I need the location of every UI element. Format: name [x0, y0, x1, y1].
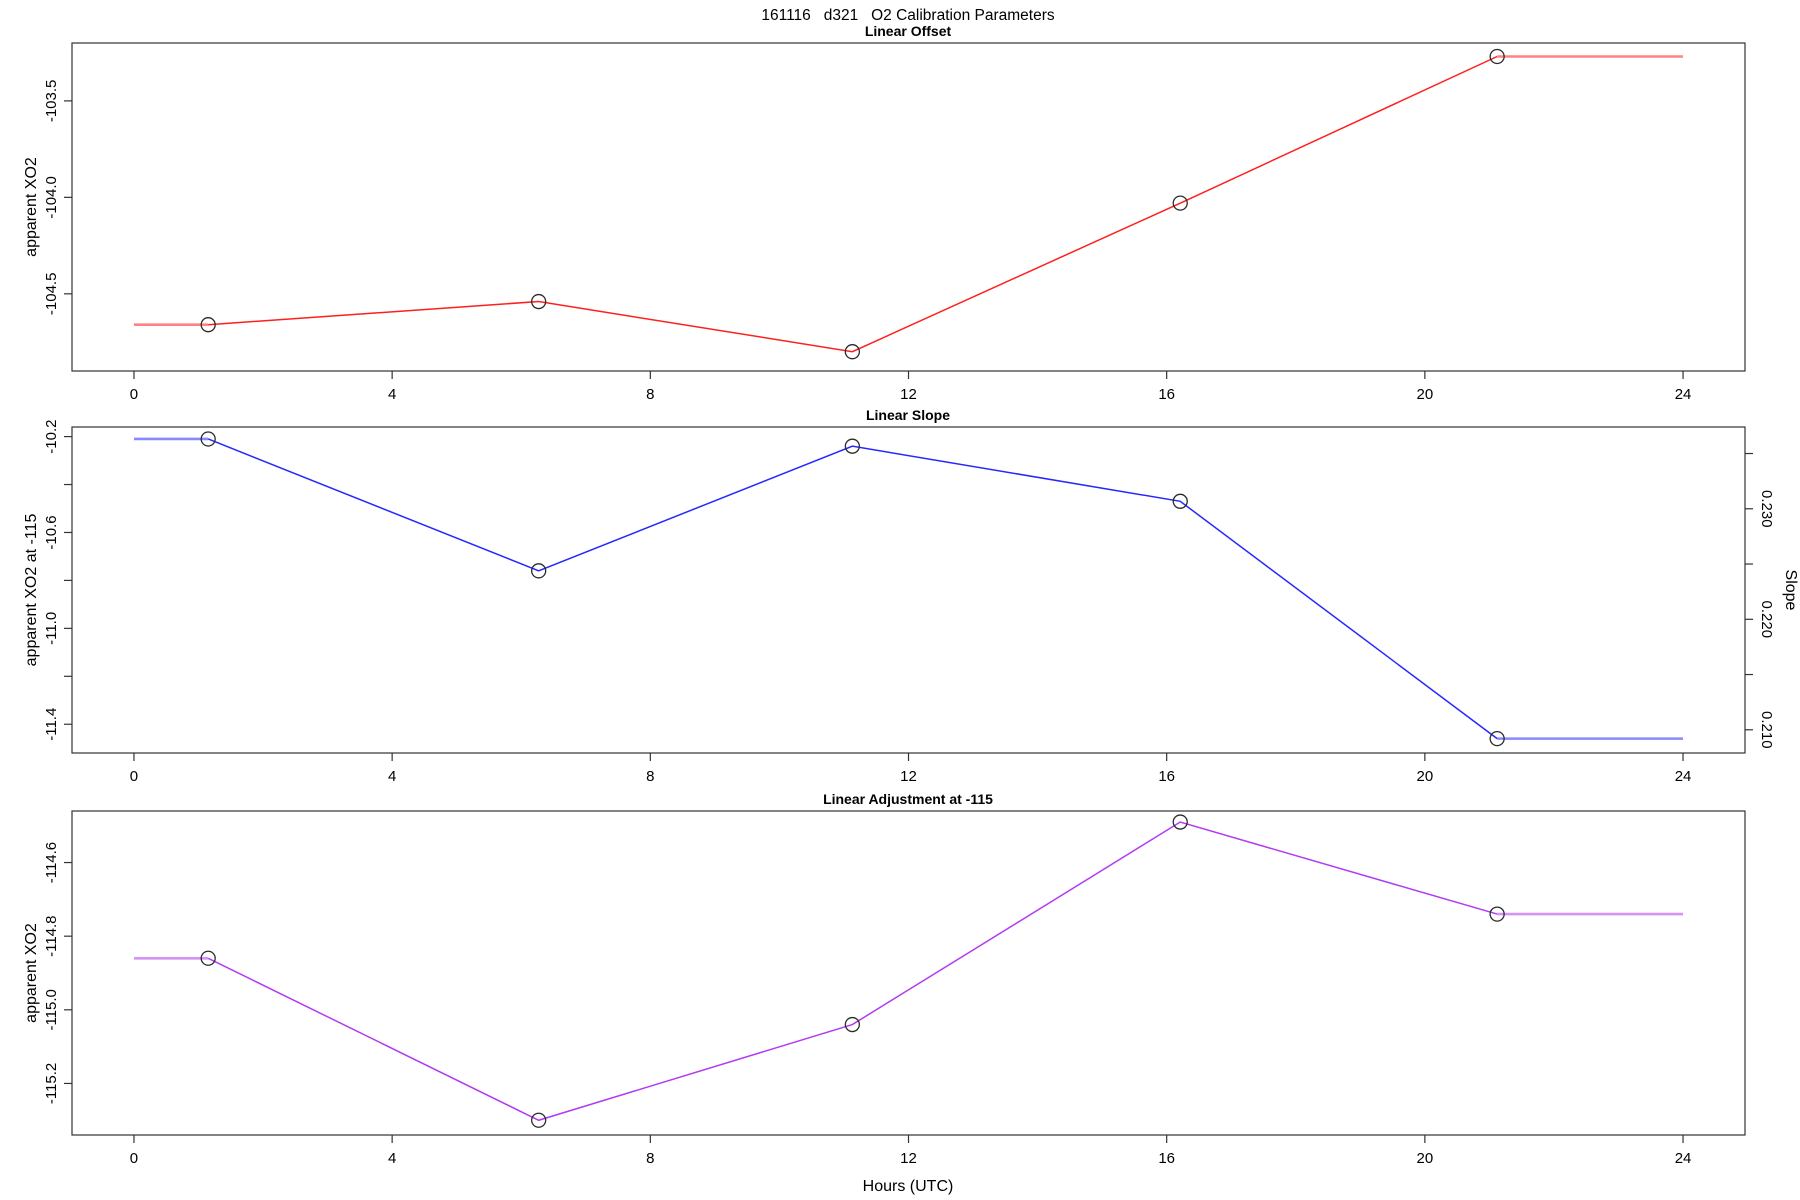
y-tick-label: -115.2: [43, 1063, 60, 1104]
x-axis-title: Hours (UTC): [863, 1178, 954, 1195]
y-tick-label: -11.4: [43, 708, 60, 741]
x-tick-label: 4: [388, 1150, 396, 1167]
x-tick-label: 24: [1675, 1150, 1692, 1167]
x-tick-label: 0: [130, 386, 138, 403]
panel1-subtitle: Linear Offset: [865, 23, 952, 39]
x-tick-label: 4: [388, 768, 396, 785]
panel-box: [71, 810, 1746, 1136]
data-point-marker: [1172, 493, 1188, 509]
panel3-y-axis-title: apparent XO2: [23, 923, 40, 1023]
right-y-tick-label: 0.230: [1758, 490, 1775, 528]
y-tick-label: -103.5: [43, 80, 60, 123]
x-tick-label: 8: [646, 386, 654, 403]
data-point-marker: [1489, 48, 1505, 65]
data-point-marker: [1489, 730, 1505, 747]
data-point-marker: [1172, 814, 1188, 830]
panel1-y-axis-title: apparent XO2: [23, 157, 40, 257]
data-point-marker: [531, 563, 547, 579]
x-tick-label: 8: [646, 1150, 654, 1167]
data-point-marker: [531, 1112, 547, 1128]
x-tick-label: 24: [1675, 386, 1692, 403]
data-point-marker: [1172, 195, 1188, 211]
data-point-marker: [844, 438, 860, 454]
x-tick-label: 4: [388, 386, 396, 403]
y-tick-label: -114.8: [43, 915, 60, 956]
x-tick-label: 20: [1417, 1150, 1434, 1167]
x-tick-label: 20: [1417, 768, 1434, 785]
y-tick-label: -114.6: [43, 842, 60, 883]
panel3-subtitle: Linear Adjustment at -115: [823, 791, 993, 807]
data-point-marker: [200, 317, 216, 333]
right-y-tick-label: 0.210: [1758, 711, 1775, 749]
data-point-marker: [844, 344, 860, 360]
x-tick-label: 16: [1158, 768, 1175, 785]
x-tick-label: 12: [900, 1150, 917, 1167]
x-tick-label: 8: [646, 768, 654, 785]
x-tick-label: 16: [1158, 1150, 1175, 1167]
series-line: [207, 821, 1498, 1122]
right-y-tick-label: 0.220: [1758, 601, 1775, 639]
y-tick-label: -104.0: [43, 176, 60, 219]
panel-linear-slope: 0 4 8 12 16 20 24 -10.2 -10.6 -11.0 -11.4 0.210 0.22…: [43, 419, 1775, 785]
x-tick-label: 12: [900, 768, 917, 785]
y-tick-label: -115.0: [43, 989, 60, 1030]
panel2-y-axis-title: apparent XO2 at -115: [23, 514, 40, 667]
panel-linear-adjustment: 0 4 8 12 16 20 24 -114.6 -114.8 -115.0 -115.2: [43, 810, 1746, 1167]
x-tick-label: 24: [1675, 768, 1692, 785]
y-tick-label: -10.6: [43, 515, 60, 549]
data-point-marker: [200, 431, 216, 447]
panel-linear-offset: 0 4 8 12 16 20 24 -103.5 -104.0 -104.5: [43, 42, 1746, 403]
panel-box: [71, 426, 1746, 754]
data-point-marker: [1489, 906, 1505, 922]
series-line: [208, 55, 1498, 353]
panel2-subtitle: Linear Slope: [866, 407, 950, 423]
y-tick-label: -104.5: [43, 273, 60, 316]
x-tick-label: 0: [130, 1150, 138, 1167]
y-tick-label: -10.2: [43, 419, 60, 453]
data-point-marker: [531, 293, 547, 310]
series-line: [207, 438, 1498, 740]
x-tick-label: 0: [130, 768, 138, 785]
x-tick-label: 16: [1158, 386, 1175, 403]
panel2-right-y-axis-title: Slope: [1782, 570, 1799, 611]
x-tick-label: 12: [900, 386, 917, 403]
data-point-marker: [844, 1016, 860, 1033]
data-point-marker: [200, 950, 216, 966]
x-tick-label: 20: [1417, 386, 1434, 403]
y-tick-label: -11.0: [43, 612, 60, 645]
panel-box: [71, 42, 1746, 372]
figure-title: 161116 d321 O2 Calibration Parameters: [761, 7, 1054, 24]
